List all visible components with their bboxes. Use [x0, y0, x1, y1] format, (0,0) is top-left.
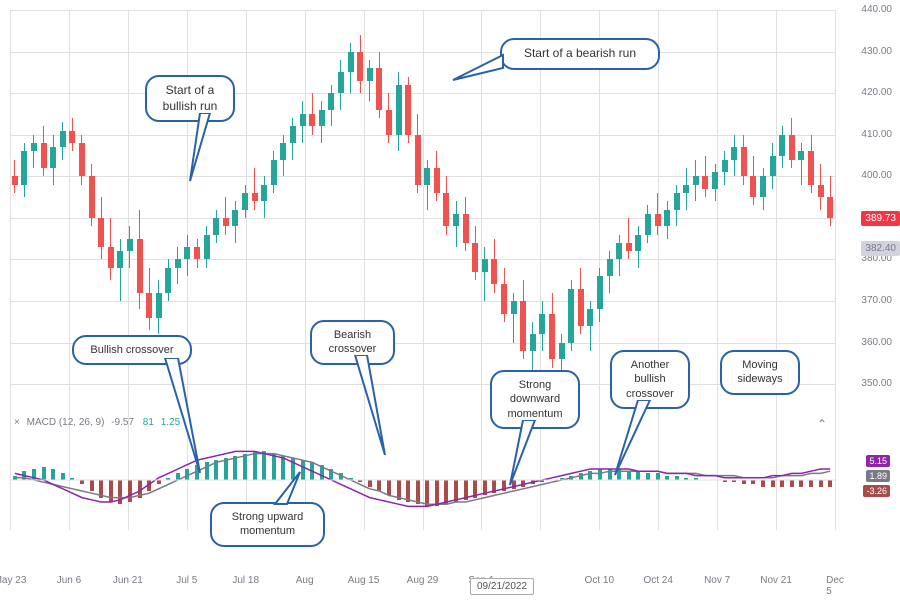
y-tick: 410.00: [861, 129, 892, 140]
y-tick: 440.00: [861, 4, 892, 15]
macd-lines: [10, 415, 835, 530]
x-axis: May 23Jun 6Jun 21Jul 5Jul 18AugAug 15Aug…: [10, 575, 835, 595]
callout-bearish-run: Start of a bearish run: [500, 38, 660, 70]
date-marker: 09/21/2022: [470, 578, 534, 595]
callout-bullish-run: Start of a bullish run: [145, 75, 235, 122]
callout-another-bullish: Another bullish crossover: [610, 350, 690, 409]
callout-bearish-crossover: Bearish crossover: [310, 320, 395, 365]
macd-value-badge: 5.15: [866, 455, 890, 467]
macd-value-badge: 1.89: [866, 470, 890, 482]
macd-value-2: 1.25: [161, 417, 180, 428]
x-tick: Nov 7: [704, 575, 730, 586]
macd-label: × MACD (12, 26, 9) -9.57 81 1.25: [14, 417, 180, 428]
macd-close-icon[interactable]: ×: [14, 417, 20, 428]
macd-panel[interactable]: × MACD (12, 26, 9) -9.57 81 1.25 ⌃ 5.151…: [10, 415, 835, 530]
macd-value-badge: -3.26: [863, 485, 890, 497]
x-tick: Oct 24: [643, 575, 672, 586]
x-tick: Jul 5: [176, 575, 197, 586]
x-tick: Jun 6: [57, 575, 81, 586]
x-tick: Jul 18: [232, 575, 259, 586]
callout-strong-downward: Strong downward momentum: [490, 370, 580, 429]
macd-value-signal: -9.57: [111, 417, 134, 428]
x-tick: Dec 5: [826, 575, 844, 597]
y-tick: 360.00: [861, 337, 892, 348]
y-tick: 350.00: [861, 378, 892, 389]
callout-strong-upward: Strong upward momentum: [210, 502, 325, 547]
neutral-price-badge: 382.40: [861, 241, 900, 256]
x-tick: Jun 21: [113, 575, 143, 586]
y-tick: 420.00: [861, 87, 892, 98]
macd-value-1: 81: [143, 417, 154, 428]
callout-moving-sideways: Moving sideways: [720, 350, 800, 395]
current-price-badge: 389.73: [861, 211, 900, 226]
macd-expand-icon[interactable]: ⌃: [817, 417, 827, 431]
callout-bullish-crossover: Bullish crossover: [72, 335, 192, 365]
macd-title: MACD (12, 26, 9): [27, 417, 105, 428]
x-tick: Aug 15: [348, 575, 380, 586]
chart-container: 350.00360.00370.00380.00390.00400.00410.…: [0, 0, 900, 600]
x-tick: Oct 10: [585, 575, 614, 586]
y-tick: 370.00: [861, 295, 892, 306]
x-tick: Nov 21: [760, 575, 792, 586]
y-tick: 430.00: [861, 46, 892, 57]
y-tick: 400.00: [861, 170, 892, 181]
x-tick: Aug 29: [407, 575, 439, 586]
x-tick: May 23: [0, 575, 26, 586]
x-tick: Aug: [296, 575, 314, 586]
price-y-axis: 350.00360.00370.00380.00390.00400.00410.…: [845, 10, 900, 405]
